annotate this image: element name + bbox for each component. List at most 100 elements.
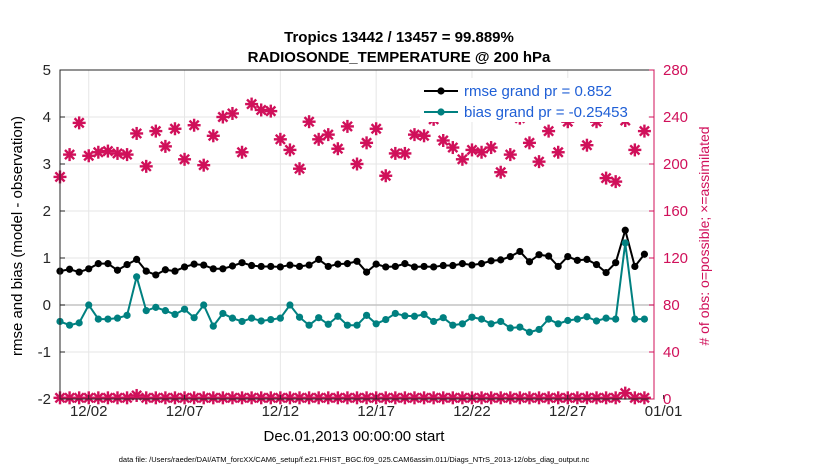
rmse-series-point <box>497 256 505 264</box>
bias-series-point <box>85 301 93 309</box>
y-right-tick-label: 120 <box>663 250 688 267</box>
obs-assimilated-series <box>53 386 651 405</box>
obs-possible-marker <box>610 176 622 188</box>
obs-possible-marker <box>236 146 248 158</box>
bias-series-point <box>382 315 390 324</box>
obs-possible-marker <box>399 147 411 159</box>
obs-possible-marker <box>150 125 162 137</box>
bias-series-point <box>372 320 380 328</box>
bias-series-point <box>640 315 649 323</box>
x-tick-label: 12/07 <box>166 403 204 420</box>
y-tick-label: -2 <box>38 391 51 408</box>
obs-assimilated-marker <box>543 392 555 404</box>
bias-series-point <box>248 314 256 322</box>
rmse-series-point <box>209 265 217 273</box>
obs-possible-marker <box>533 156 545 168</box>
bias-series-point <box>564 316 572 325</box>
obs-assimilated-marker <box>332 392 344 404</box>
y-axis-label: rmse and bias (model - observation) <box>9 116 26 356</box>
rmse-series-point <box>554 262 562 271</box>
rmse-series-point <box>420 262 428 271</box>
rmse-series-point <box>401 260 409 268</box>
obs-assimilated-marker <box>610 392 622 404</box>
bias-series-point <box>583 313 591 321</box>
rmse-series-point <box>410 263 419 271</box>
obs-assimilated-marker <box>629 392 641 404</box>
obs-possible-marker <box>284 144 296 156</box>
bias-series-point <box>362 311 371 319</box>
bias-series-point <box>516 323 524 331</box>
obs-possible-marker <box>629 144 641 156</box>
bias-series-point <box>219 309 227 318</box>
rmse-series-point <box>85 265 93 273</box>
y-tick-label: 2 <box>43 203 51 220</box>
obs-assimilated-marker <box>102 392 114 404</box>
bias-series-point <box>621 239 629 247</box>
y-tick-label: 3 <box>43 156 51 173</box>
bias-series-point <box>477 315 486 323</box>
rmse-series-point <box>439 261 447 270</box>
bias-series-point <box>430 317 438 326</box>
obs-assimilated-marker <box>159 392 171 404</box>
obs-assimilated-marker <box>504 392 516 404</box>
y-tick-label: 0 <box>43 297 51 314</box>
obs-possible-marker <box>131 128 143 139</box>
rmse-series <box>56 226 649 279</box>
obs-possible-marker <box>456 153 468 165</box>
obs-possible-marker <box>552 146 564 158</box>
obs-assimilated-marker <box>73 392 85 404</box>
obs-assimilated-marker <box>485 392 497 404</box>
obs-possible-marker <box>485 142 497 153</box>
bias-series-point <box>525 328 534 336</box>
bias-series-point <box>573 315 581 323</box>
rmse-series-point <box>573 256 581 264</box>
obs-possible-marker <box>159 140 171 152</box>
obs-possible-marker <box>64 149 76 161</box>
x-tick-label: 01/01 <box>645 403 683 420</box>
obs-assimilated-marker <box>236 392 248 404</box>
rmse-series-point <box>391 262 399 271</box>
bias-series-point <box>506 324 514 332</box>
legend-label: bias grand pr = -0.25453 <box>464 104 628 121</box>
rmse-series-point <box>238 259 246 267</box>
bias-series-point <box>190 314 198 322</box>
obs-assimilated-marker <box>571 392 583 404</box>
legend: rmse grand pr = 0.852 bias grand pr = -0.… <box>420 78 648 122</box>
obs-assimilated-marker <box>524 392 535 404</box>
rmse-series-point <box>133 255 141 264</box>
obs-assimilated-marker <box>284 392 296 404</box>
bias-series-point <box>631 315 639 323</box>
bias-series-line <box>59 242 645 334</box>
obs-possible-series <box>53 97 651 189</box>
obs-possible-marker <box>447 142 459 153</box>
obs-possible-marker <box>102 145 114 157</box>
bias-series-point <box>295 313 304 321</box>
rmse-series-point <box>468 261 476 269</box>
obs-possible-marker <box>169 123 181 135</box>
rmse-series-point <box>267 262 275 271</box>
obs-possible-marker <box>217 111 229 123</box>
obs-possible-marker <box>294 163 305 175</box>
obs-possible-marker <box>198 159 210 171</box>
obs-possible-marker <box>409 129 420 141</box>
obs-possible-marker <box>73 117 85 129</box>
rmse-series-point <box>640 250 649 258</box>
series-layer <box>53 97 651 405</box>
obs-assimilated-marker <box>361 392 373 404</box>
obs-assimilated-marker <box>533 392 545 404</box>
rmse-series-point <box>449 261 457 270</box>
bias-series-point <box>353 321 361 329</box>
obs-assimilated-marker <box>294 392 305 404</box>
bias-series-point <box>180 305 189 313</box>
x-tick-label: 12/27 <box>549 403 587 420</box>
obs-possible-marker <box>504 149 516 161</box>
bias-series-point <box>468 313 476 321</box>
rmse-series-point <box>602 268 610 277</box>
bias-series-point <box>324 320 332 328</box>
obs-assimilated-marker <box>380 392 392 404</box>
obs-possible-marker <box>476 146 487 158</box>
obs-assimilated-marker <box>619 387 631 399</box>
rmse-series-point <box>612 259 620 267</box>
rmse-series-point <box>564 252 572 261</box>
rmse-series-point <box>200 261 208 269</box>
